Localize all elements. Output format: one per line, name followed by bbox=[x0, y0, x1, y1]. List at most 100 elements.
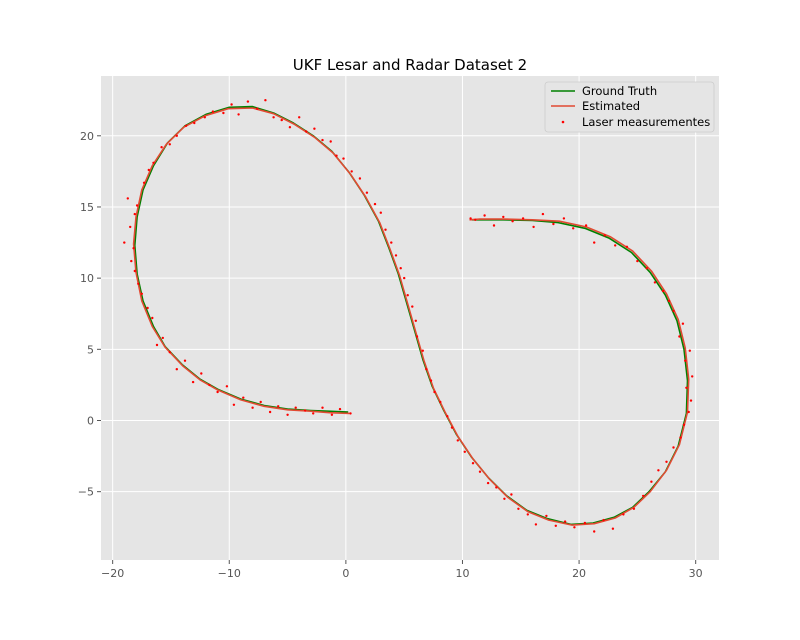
grid bbox=[101, 76, 719, 560]
laser-point-32 bbox=[129, 225, 132, 229]
laser-point-99 bbox=[593, 530, 596, 533]
laser-point-11 bbox=[251, 406, 254, 409]
laser-point-64 bbox=[365, 191, 369, 194]
laser-point-98 bbox=[583, 521, 587, 525]
laser-point-141 bbox=[469, 217, 472, 220]
series-line-estimated bbox=[132, 107, 690, 526]
laser-point-13 bbox=[232, 403, 236, 406]
laser-point-123 bbox=[645, 267, 648, 270]
laser-point-120 bbox=[667, 299, 671, 303]
laser-point-22 bbox=[161, 336, 164, 340]
laser-point-7 bbox=[286, 413, 289, 416]
y-tick-label-4: 15 bbox=[80, 201, 94, 214]
laser-point-111 bbox=[687, 410, 690, 414]
laser-point-43 bbox=[193, 121, 196, 125]
laser-point-48 bbox=[237, 113, 240, 116]
laser-point-71 bbox=[403, 276, 406, 280]
laser-point-24 bbox=[151, 316, 154, 320]
legend-marker-laser bbox=[561, 120, 565, 124]
x-axis-ticks: −20 −10 0 10 20 30 bbox=[101, 560, 703, 580]
laser-point-125 bbox=[625, 245, 629, 248]
laser-point-28 bbox=[133, 269, 136, 273]
laser-point-46 bbox=[222, 111, 225, 115]
laser-point-110 bbox=[682, 423, 686, 426]
laser-point-133 bbox=[541, 212, 545, 216]
laser-point-57 bbox=[313, 127, 316, 130]
laser-point-39 bbox=[160, 146, 163, 149]
legend-label-ground-truth: Ground Truth bbox=[582, 84, 657, 98]
laser-point-51 bbox=[264, 99, 267, 102]
legend-label-laser: Laser measurementes bbox=[582, 115, 710, 129]
y-tick-label-5: 20 bbox=[80, 130, 94, 143]
laser-point-69 bbox=[394, 254, 398, 257]
laser-point-58 bbox=[321, 138, 324, 142]
laser-point-61 bbox=[342, 157, 345, 160]
laser-point-49 bbox=[246, 100, 250, 103]
laser-point-52 bbox=[272, 116, 275, 119]
laser-point-3 bbox=[321, 406, 324, 409]
laser-point-88 bbox=[495, 486, 498, 489]
laser-point-65 bbox=[373, 202, 377, 206]
legend-label-estimated: Estimated bbox=[582, 99, 640, 113]
laser-point-35 bbox=[135, 204, 139, 207]
legend: Ground Truth Estimated Laser measurement… bbox=[544, 81, 715, 133]
laser-point-130 bbox=[572, 227, 575, 230]
laser-point-102 bbox=[622, 513, 625, 516]
laser-point-136 bbox=[511, 220, 514, 223]
laser-point-60 bbox=[335, 154, 338, 157]
laser-point-68 bbox=[390, 241, 393, 244]
laser-point-113 bbox=[685, 386, 688, 389]
y-tick-label-2: 5 bbox=[87, 343, 94, 356]
laser-point-59 bbox=[329, 140, 332, 143]
laser-point-139 bbox=[483, 214, 486, 217]
laser-point-53 bbox=[280, 118, 283, 122]
laser-point-89 bbox=[503, 497, 506, 500]
laser-point-30 bbox=[132, 247, 135, 250]
laser-point-122 bbox=[653, 281, 657, 284]
laser-point-62 bbox=[350, 170, 353, 173]
laser-point-40 bbox=[168, 143, 171, 146]
laser-point-129 bbox=[584, 224, 588, 227]
laser-point-6 bbox=[294, 406, 297, 409]
y-axis-ticks: −5 0 5 10 15 20 bbox=[78, 130, 101, 499]
laser-point-131 bbox=[562, 217, 566, 220]
laser-point-34 bbox=[126, 197, 129, 200]
y-tick-label-1: 0 bbox=[87, 414, 94, 427]
laser-point-97 bbox=[573, 526, 576, 529]
laser-point-137 bbox=[502, 215, 505, 219]
laser-point-38 bbox=[152, 161, 155, 164]
x-tick-label-5: 30 bbox=[689, 567, 703, 580]
laser-point-73 bbox=[411, 305, 414, 308]
x-tick-label-4: 20 bbox=[572, 567, 586, 580]
laser-point-128 bbox=[593, 241, 596, 244]
laser-point-119 bbox=[672, 309, 675, 313]
laser-point-96 bbox=[563, 520, 567, 523]
x-tick-label-2: 0 bbox=[342, 567, 349, 580]
chart-title: UKF Lesar and Radar Dataset 2 bbox=[293, 56, 527, 74]
laser-point-12 bbox=[242, 396, 245, 399]
laser-point-80 bbox=[439, 400, 442, 404]
laser-point-15 bbox=[216, 390, 219, 394]
laser-point-47 bbox=[230, 103, 233, 106]
laser-point-83 bbox=[456, 439, 459, 442]
laser-point-14 bbox=[225, 385, 229, 388]
laser-point-36 bbox=[142, 181, 146, 184]
laser-point-72 bbox=[406, 294, 409, 297]
series-layer bbox=[123, 99, 694, 533]
laser-point-124 bbox=[636, 259, 639, 263]
laser-point-138 bbox=[492, 224, 496, 227]
y-tick-label-0: −5 bbox=[78, 486, 94, 499]
laser-point-4 bbox=[312, 412, 315, 415]
laser-point-79 bbox=[433, 390, 436, 394]
laser-point-56 bbox=[305, 130, 308, 133]
laser-point-42 bbox=[184, 124, 188, 128]
laser-point-132 bbox=[552, 222, 555, 226]
y-tick-label-3: 10 bbox=[80, 272, 94, 285]
laser-point-9 bbox=[268, 410, 272, 414]
laser-point-104 bbox=[642, 494, 645, 498]
laser-point-115 bbox=[684, 359, 687, 362]
laser-point-118 bbox=[681, 322, 685, 325]
x-tick-label-0: −20 bbox=[101, 567, 124, 580]
laser-point-2 bbox=[330, 413, 334, 416]
